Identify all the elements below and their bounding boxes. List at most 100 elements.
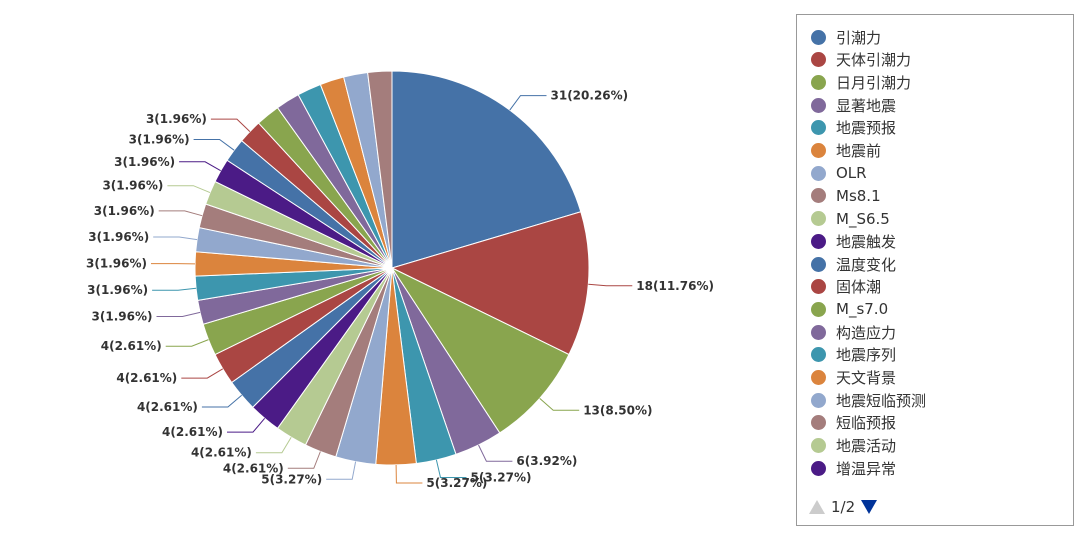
legend-item-label: 显著地震 <box>836 96 897 115</box>
legend-item-label: 地震活动 <box>836 437 897 456</box>
data-label-9: 4(2.61%) <box>191 446 252 460</box>
label-connector-4 <box>478 444 513 462</box>
legend-marker-icon <box>811 279 826 295</box>
label-connector-5 <box>435 459 467 478</box>
legend-marker-icon <box>811 74 826 90</box>
legend-item[interactable]: 增温异常 <box>811 457 896 479</box>
legend-marker-icon <box>811 256 826 272</box>
data-label-1: 31(20.26%) <box>551 89 629 103</box>
label-connector-8 <box>287 451 321 469</box>
legend-item[interactable]: 地震短临预测 <box>811 389 926 411</box>
pie-slice-1[interactable] <box>391 70 582 269</box>
legend-marker-icon <box>811 143 826 158</box>
legend-item-label: 日月引潮力 <box>836 73 912 92</box>
label-connector-20 <box>179 161 221 172</box>
legend-item[interactable]: 引潮力 <box>811 26 881 48</box>
data-label-3: 13(8.50%) <box>583 403 652 417</box>
data-label-11: 4(2.61%) <box>137 400 198 414</box>
legend-marker-icon <box>811 347 826 363</box>
legend-marker-icon <box>811 392 826 408</box>
legend-item[interactable]: 地震活动 <box>811 435 896 457</box>
legend-item[interactable]: Ms8.1 <box>811 185 881 207</box>
legend-item[interactable]: 地震前 <box>811 140 881 162</box>
legend-marker-icon <box>811 120 826 136</box>
label-connector-6 <box>395 464 423 484</box>
label-connector-18 <box>158 210 203 217</box>
legend-item-label: 地震前 <box>836 142 882 160</box>
legend-marker-icon <box>811 438 826 454</box>
legend-item[interactable]: 地震触发 <box>811 230 896 252</box>
legend-item-label: 地震序列 <box>836 346 897 365</box>
label-connector-14 <box>156 311 201 317</box>
data-label-16: 3(1.96%) <box>86 257 147 271</box>
legend-item-label: 地震预报 <box>836 119 897 138</box>
legend-item-label: 增温异常 <box>836 459 897 478</box>
legend-marker-icon <box>811 233 826 249</box>
legend-item[interactable]: M_S6.5 <box>811 208 890 230</box>
label-connector-2 <box>588 283 633 287</box>
data-label-15: 3(1.96%) <box>87 283 148 297</box>
pie-slice-2[interactable] <box>390 211 590 356</box>
data-label-5: 5(3.27%) <box>471 471 532 485</box>
data-label-21: 3(1.96%) <box>129 133 190 147</box>
label-connector-19 <box>167 185 211 194</box>
label-connector-10 <box>227 417 266 433</box>
legend-item-label: M_s7.0 <box>836 300 889 319</box>
legend-item[interactable]: 固体潮 <box>811 276 881 298</box>
legend-item[interactable]: 地震预报 <box>811 117 896 139</box>
data-label-8: 4(2.61%) <box>223 461 284 475</box>
legend-marker-icon <box>811 52 826 68</box>
legend-items: 引潮力天体引潮力日月引潮力显著地震地震预报地震前 OLR Ms8.1 M_S6.5 地震… <box>797 26 1073 499</box>
legend-item[interactable]: 温度变化 <box>811 253 896 275</box>
data-label-20: 3(1.96%) <box>114 155 175 169</box>
legend-marker-icon <box>811 370 826 385</box>
legend-marker-icon <box>811 415 826 431</box>
legend-item[interactable]: 构造应力 <box>811 321 896 343</box>
legend-item[interactable]: 日月引潮力 <box>811 71 911 93</box>
data-label-18: 3(1.96%) <box>94 204 155 218</box>
label-connector-3 <box>539 398 580 411</box>
legend-item-label: 温度变化 <box>836 255 897 274</box>
legend-item[interactable]: 天文背景 <box>811 367 896 389</box>
legend-marker-icon <box>811 211 826 227</box>
legend-item-label: 构造应力 <box>836 323 897 342</box>
legend-marker-icon <box>811 301 826 317</box>
legend-marker-icon <box>811 97 826 113</box>
pie-slice-28[interactable] <box>367 70 393 269</box>
legend-pager: 1/2 <box>809 498 878 516</box>
legend-item-label: 固体潮 <box>836 278 882 297</box>
label-connector-7 <box>326 461 357 480</box>
legend-item[interactable]: M_s7.0 <box>811 298 888 320</box>
data-label-19: 3(1.96%) <box>102 179 163 193</box>
legend-marker-icon <box>811 188 826 204</box>
label-connector-17 <box>153 236 198 241</box>
legend-item[interactable]: 地震序列 <box>811 344 896 366</box>
legend-item[interactable]: 短临预报 <box>811 412 896 434</box>
data-label-6: 5(3.27%) <box>426 476 487 490</box>
label-connector-11 <box>201 394 243 408</box>
legend-item-label: 短临预报 <box>836 414 897 433</box>
legend-item-label: 天文背景 <box>836 369 897 387</box>
data-label-22: 3(1.96%) <box>146 112 207 126</box>
pie-slice-3[interactable] <box>390 266 570 434</box>
legend-prev-page-icon[interactable] <box>809 500 825 514</box>
legend-item[interactable]: 显著地震 <box>811 94 896 116</box>
legend-marker-icon <box>811 29 826 45</box>
label-connector-21 <box>193 139 235 151</box>
legend-item-label: 天体引潮力 <box>836 51 912 70</box>
label-connector-22 <box>210 118 251 132</box>
data-label-13: 4(2.61%) <box>101 339 162 353</box>
data-label-7: 5(3.27%) <box>261 472 322 486</box>
legend-item-label: 地震短临预测 <box>836 391 927 410</box>
chart-legend: 引潮力天体引潮力日月引潮力显著地震地震预报地震前 OLR Ms8.1 M_S6.5 地震… <box>796 14 1074 526</box>
legend-item-label: 地震触发 <box>836 232 897 251</box>
label-connector-12 <box>181 368 224 379</box>
legend-next-page-icon[interactable] <box>861 500 878 514</box>
data-label-2: 18(11.76%) <box>636 279 714 293</box>
legend-marker-icon <box>811 460 826 476</box>
legend-item[interactable]: 天体引潮力 <box>811 49 911 71</box>
legend-page-indicator: 1/2 <box>831 498 856 516</box>
legend-item[interactable]: OLR <box>811 162 867 184</box>
data-label-14: 3(1.96%) <box>92 310 153 324</box>
